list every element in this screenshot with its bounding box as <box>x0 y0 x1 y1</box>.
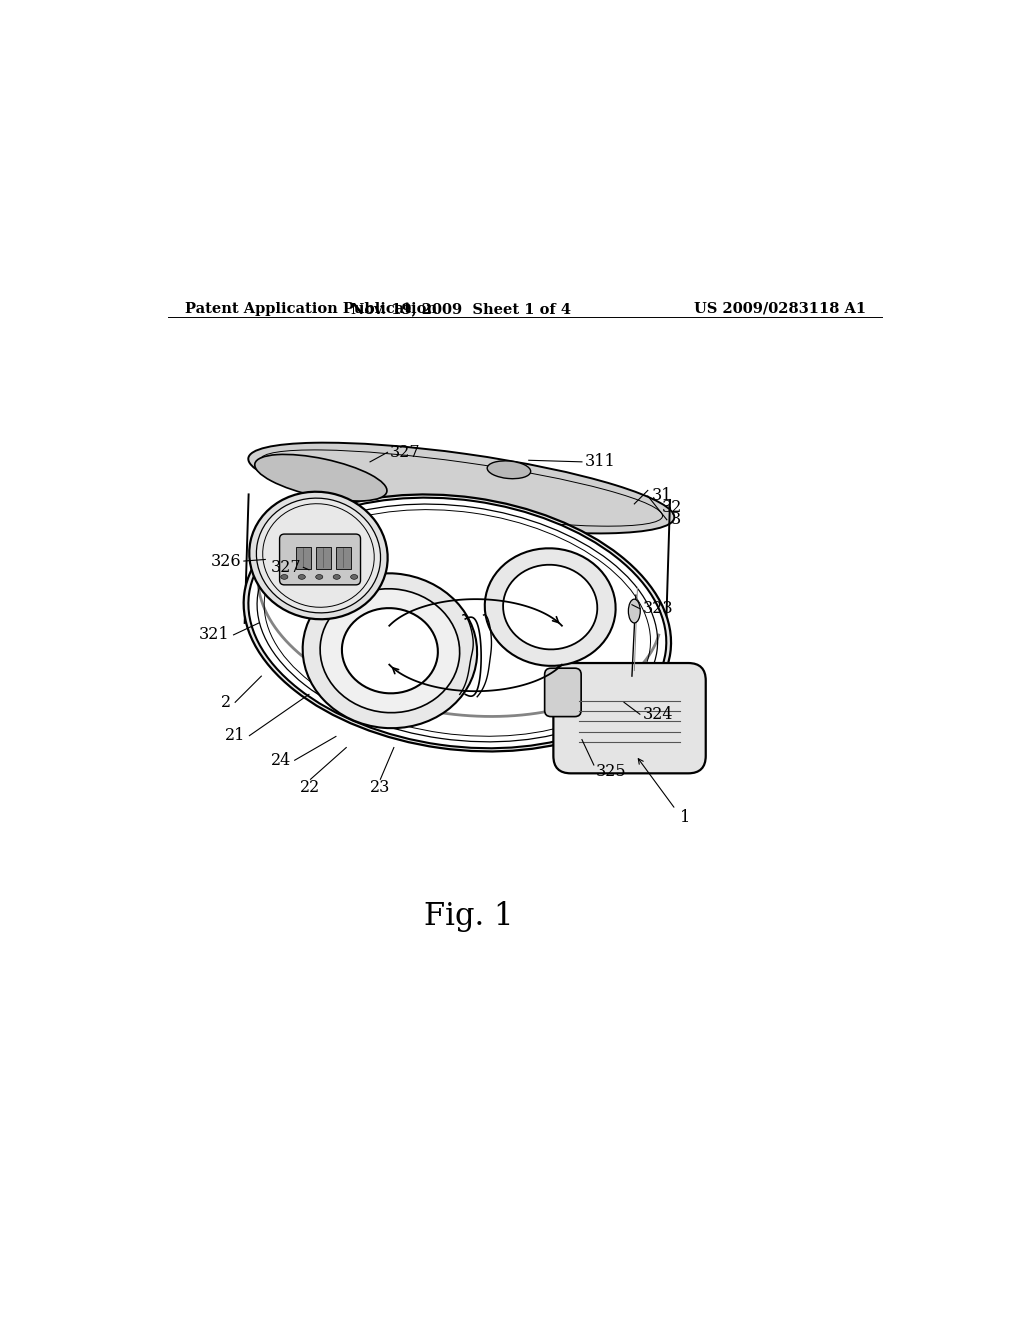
Ellipse shape <box>487 461 530 479</box>
Text: 3: 3 <box>671 511 681 528</box>
Ellipse shape <box>281 574 288 579</box>
Ellipse shape <box>298 574 305 579</box>
Text: 23: 23 <box>371 779 390 796</box>
Ellipse shape <box>321 589 460 713</box>
Text: 24: 24 <box>270 752 291 768</box>
Ellipse shape <box>484 548 615 665</box>
Text: 31: 31 <box>652 487 673 504</box>
Text: 324: 324 <box>642 706 673 723</box>
Text: 21: 21 <box>225 727 246 744</box>
Ellipse shape <box>248 442 675 533</box>
Ellipse shape <box>333 574 340 579</box>
Text: 325: 325 <box>596 763 627 780</box>
Ellipse shape <box>249 498 667 748</box>
Ellipse shape <box>629 599 640 623</box>
Text: 32: 32 <box>662 499 682 516</box>
Ellipse shape <box>249 498 667 748</box>
Ellipse shape <box>256 498 381 612</box>
Ellipse shape <box>249 492 388 619</box>
Text: 311: 311 <box>585 453 615 470</box>
Text: Patent Application Publication: Patent Application Publication <box>185 302 437 315</box>
FancyBboxPatch shape <box>280 535 360 585</box>
Text: 327: 327 <box>270 558 301 576</box>
Bar <box>296 546 311 569</box>
Bar <box>316 546 331 569</box>
Text: Fig. 1: Fig. 1 <box>425 902 514 932</box>
Text: 22: 22 <box>300 779 321 796</box>
Ellipse shape <box>315 574 323 579</box>
Ellipse shape <box>244 495 671 751</box>
FancyBboxPatch shape <box>553 663 706 774</box>
Bar <box>336 546 351 569</box>
Text: 321: 321 <box>199 627 229 643</box>
Ellipse shape <box>350 574 357 579</box>
Ellipse shape <box>255 454 387 502</box>
Text: US 2009/0283118 A1: US 2009/0283118 A1 <box>694 302 866 315</box>
Text: 326: 326 <box>211 553 242 569</box>
Ellipse shape <box>303 573 477 729</box>
Ellipse shape <box>503 565 597 649</box>
FancyBboxPatch shape <box>545 668 582 717</box>
Text: 1: 1 <box>680 809 690 826</box>
Text: 323: 323 <box>642 601 673 618</box>
Text: Nov. 19, 2009  Sheet 1 of 4: Nov. 19, 2009 Sheet 1 of 4 <box>351 302 571 315</box>
Ellipse shape <box>342 609 438 693</box>
Text: 327: 327 <box>390 444 421 461</box>
Text: 2: 2 <box>221 694 231 710</box>
